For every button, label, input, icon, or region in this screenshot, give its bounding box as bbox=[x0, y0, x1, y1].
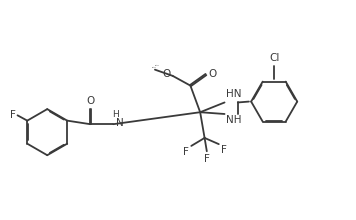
Text: Cl: Cl bbox=[269, 53, 279, 63]
Text: N: N bbox=[115, 118, 123, 128]
Text: methyl: methyl bbox=[152, 66, 157, 68]
Text: NH: NH bbox=[226, 115, 242, 125]
Text: F: F bbox=[183, 147, 189, 157]
Text: O: O bbox=[163, 69, 171, 79]
Text: HN: HN bbox=[226, 89, 242, 99]
Text: F: F bbox=[221, 145, 227, 155]
Text: H: H bbox=[112, 110, 119, 119]
Text: O: O bbox=[208, 69, 216, 79]
Text: O: O bbox=[86, 95, 94, 106]
Text: F: F bbox=[10, 110, 16, 120]
Text: methyl: methyl bbox=[155, 65, 160, 66]
Text: F: F bbox=[204, 154, 210, 164]
